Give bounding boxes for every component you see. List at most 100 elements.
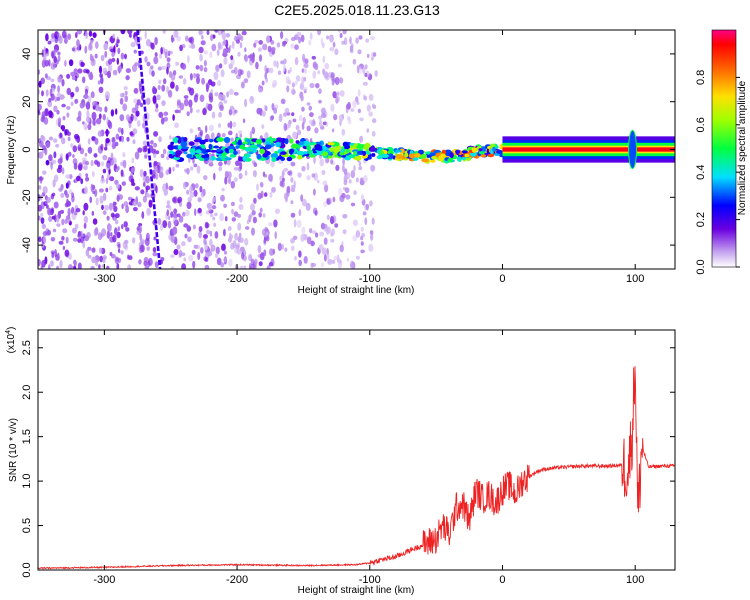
- noise-speckle: [53, 138, 58, 143]
- noise-speckle: [168, 205, 172, 211]
- noise-speckle: [145, 232, 150, 242]
- noise-speckle: [167, 220, 172, 229]
- noise-speckle: [320, 107, 326, 115]
- signal-blob: [387, 149, 394, 155]
- noise-speckle: [57, 75, 62, 83]
- noise-speckle: [104, 106, 108, 113]
- noise-speckle: [183, 98, 189, 107]
- noise-speckle: [41, 260, 46, 268]
- noise-speckle: [44, 73, 48, 79]
- noise-speckle: [166, 209, 170, 217]
- noise-speckle: [201, 35, 204, 40]
- noise-speckle: [346, 257, 350, 262]
- noise-speckle: [87, 43, 93, 51]
- noise-speckle: [237, 222, 242, 231]
- noise-speckle: [241, 251, 245, 260]
- noise-speckle: [284, 194, 288, 203]
- noise-speckle: [192, 260, 196, 269]
- noise-speckle: [295, 124, 300, 131]
- noise-speckle: [251, 227, 255, 236]
- noise-speckle: [203, 67, 208, 73]
- signal-blob: [380, 153, 387, 158]
- noise-speckle: [201, 77, 206, 85]
- noise-speckle: [221, 187, 225, 192]
- noise-speckle: [60, 209, 64, 214]
- noise-speckle: [353, 190, 357, 196]
- noise-speckle: [100, 177, 106, 184]
- noise-speckle: [286, 85, 290, 93]
- noise-speckle: [74, 98, 79, 104]
- y-tick-label: 0.5: [21, 518, 33, 533]
- noise-speckle: [303, 63, 309, 68]
- noise-speckle: [244, 238, 249, 246]
- noise-speckle: [93, 153, 98, 158]
- signal-blob: [246, 153, 251, 158]
- noise-speckle: [157, 217, 162, 226]
- noise-speckle: [123, 159, 127, 169]
- signal-blob: [244, 147, 250, 152]
- noise-speckle: [194, 183, 199, 189]
- noise-speckle: [228, 88, 234, 95]
- noise-speckle: [330, 103, 335, 112]
- noise-speckle: [366, 104, 371, 112]
- noise-speckle: [153, 236, 157, 241]
- noise-speckle: [324, 62, 330, 70]
- noise-speckle: [258, 54, 263, 62]
- noise-speckle: [290, 176, 294, 183]
- noise-speckle: [61, 79, 65, 87]
- noise-speckle: [38, 185, 42, 190]
- y-tick-label: 40: [21, 48, 33, 60]
- noise-speckle: [59, 132, 63, 138]
- noise-speckle: [240, 69, 244, 75]
- noise-speckle: [160, 153, 165, 159]
- noise-speckle: [345, 194, 351, 200]
- noise-speckle: [98, 106, 103, 112]
- signal-blob: [308, 149, 313, 155]
- signal-blob: [478, 151, 485, 155]
- noise-speckle: [244, 170, 248, 176]
- svg-text:(x104): (x104): [5, 327, 17, 354]
- signal-blob: [199, 139, 206, 145]
- noise-speckle: [193, 244, 198, 249]
- noise-speckle: [62, 228, 68, 234]
- noise-speckle: [230, 242, 235, 250]
- noise-speckle: [172, 217, 178, 226]
- noise-speckle: [72, 237, 78, 242]
- signal-blob: [167, 144, 175, 151]
- noise-speckle: [81, 102, 86, 108]
- noise-speckle: [362, 67, 366, 75]
- noise-speckle: [47, 100, 53, 108]
- noise-speckle: [108, 202, 113, 211]
- noise-speckle: [233, 66, 238, 75]
- signal-blob: [461, 157, 466, 160]
- noise-speckle: [319, 119, 322, 127]
- noise-speckle: [146, 61, 151, 67]
- y-tick-label: -40: [21, 237, 33, 253]
- noise-speckle: [126, 136, 130, 142]
- signal-blob: [208, 143, 213, 150]
- noise-speckle: [97, 232, 103, 241]
- noise-speckle: [85, 116, 91, 123]
- noise-speckle: [358, 161, 362, 167]
- noise-speckle: [298, 36, 302, 44]
- x-tick-label: -200: [226, 574, 248, 586]
- noise-speckle: [103, 43, 108, 51]
- noise-speckle: [77, 262, 82, 269]
- noise-speckle: [57, 252, 60, 261]
- noise-speckle: [358, 35, 363, 40]
- noise-speckle: [125, 205, 129, 214]
- noise-speckle: [359, 179, 365, 186]
- noise-speckle: [89, 196, 93, 204]
- noise-speckle: [60, 192, 65, 198]
- noise-speckle: [92, 32, 97, 38]
- noise-speckle: [232, 107, 236, 116]
- noise-speckle: [163, 78, 167, 85]
- signal-blob: [209, 149, 218, 153]
- noise-speckle: [48, 136, 54, 141]
- noise-speckle: [178, 109, 182, 114]
- noise-speckle: [131, 64, 138, 73]
- noise-speckle: [318, 99, 322, 104]
- noise-speckle: [306, 125, 311, 132]
- noise-speckle: [131, 182, 136, 187]
- noise-speckle: [90, 265, 95, 269]
